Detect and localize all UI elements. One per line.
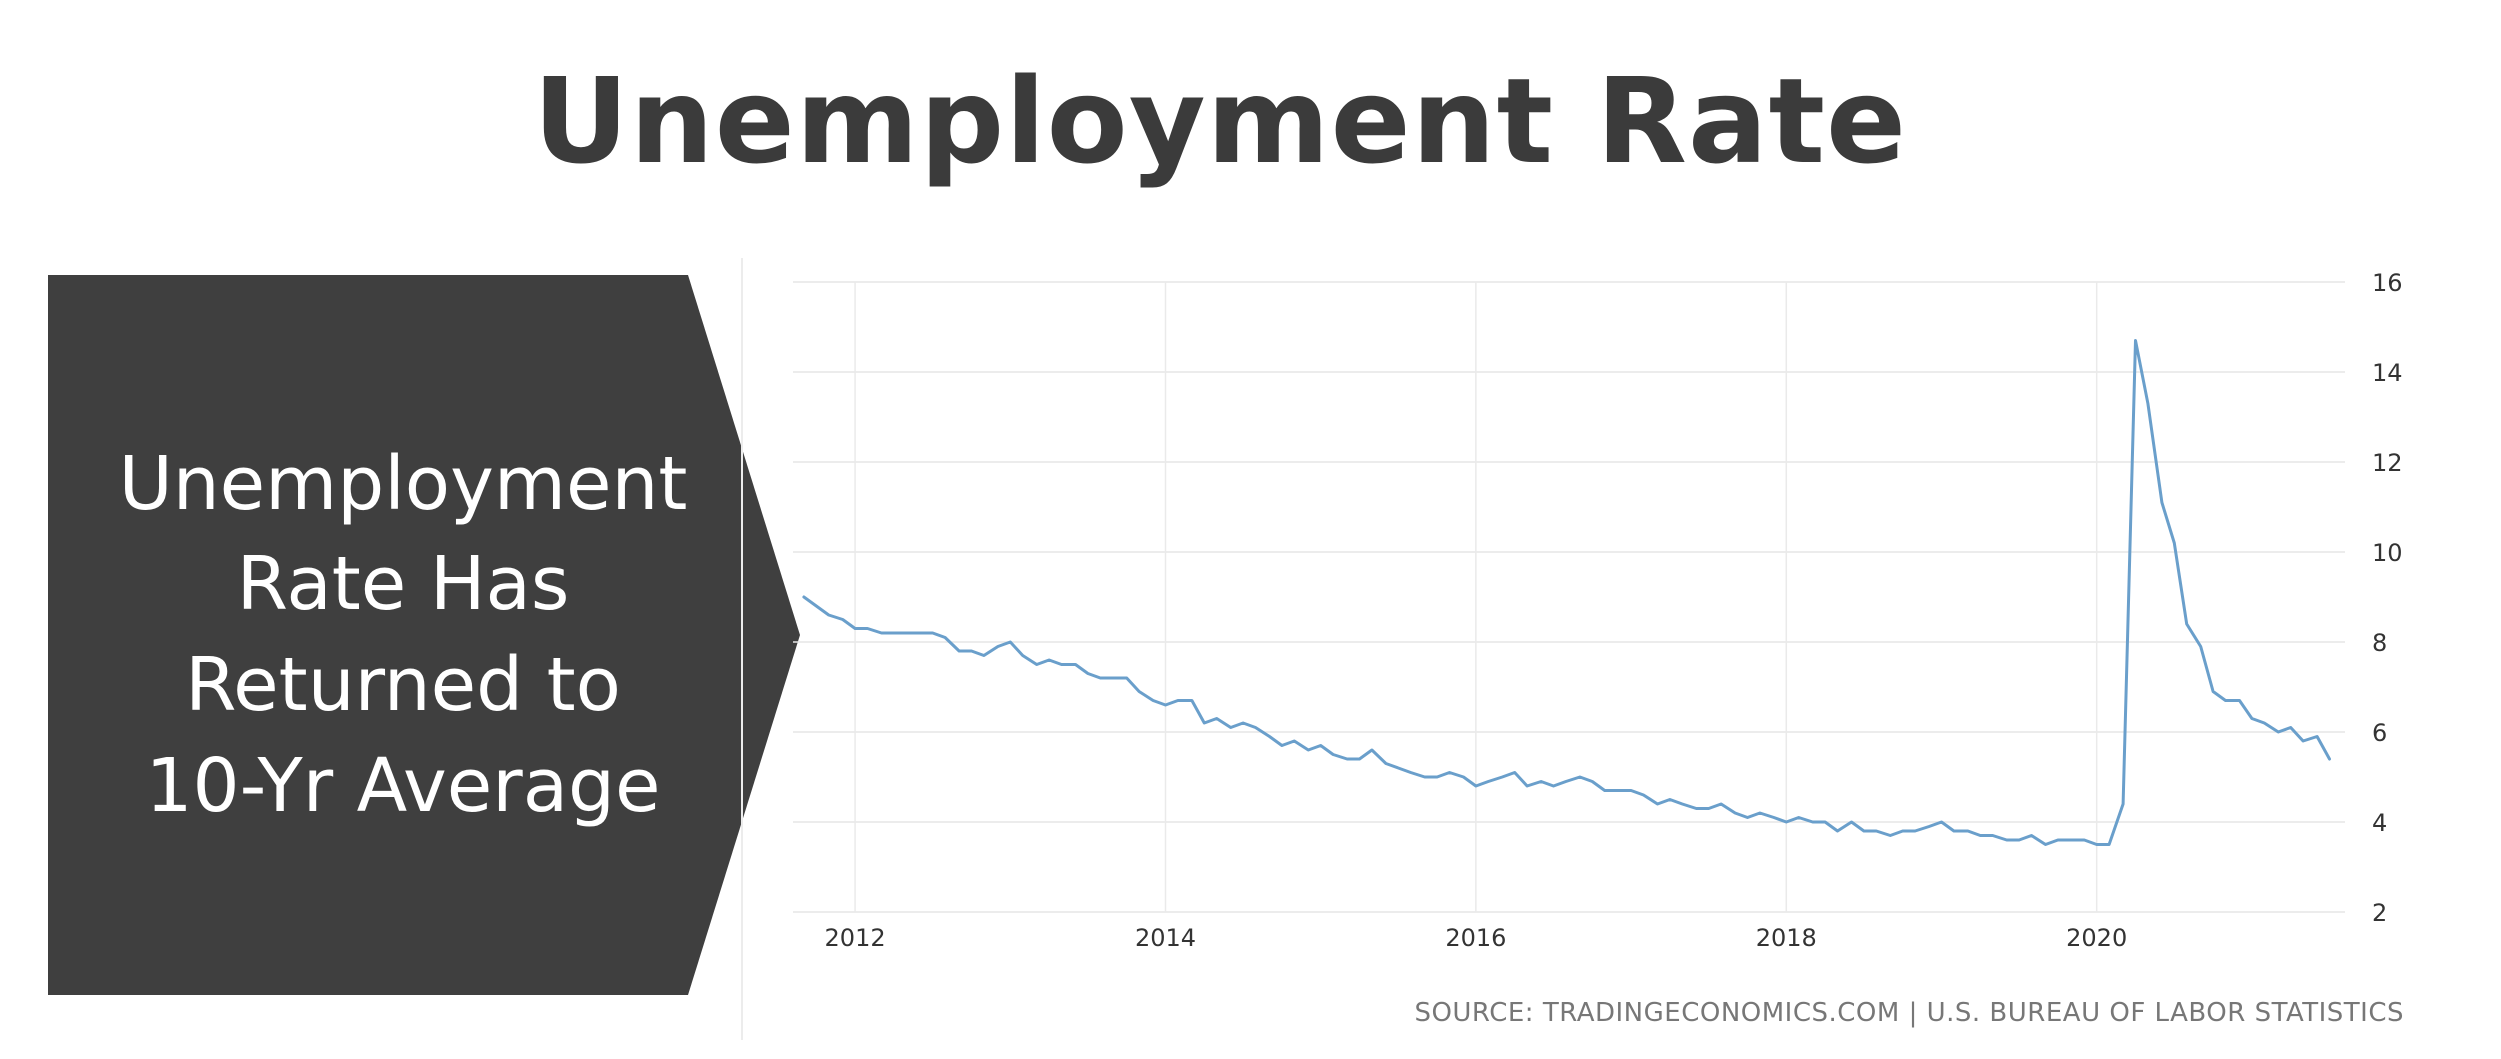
x-tick-label: 2018 — [1756, 924, 1817, 952]
x-tick-label: 2014 — [1135, 924, 1196, 952]
y-tick-label: 12 — [2372, 449, 2403, 477]
page-title: Unemployment Rate — [532, 52, 1908, 190]
callout-box: Unemployment Rate Has Returned to 10-Yr … — [48, 275, 808, 995]
y-tick-label: 10 — [2372, 539, 2403, 567]
y-tick-label: 14 — [2372, 359, 2403, 387]
y-tick-label: 6 — [2372, 719, 2387, 747]
x-tick-label: 2012 — [825, 924, 886, 952]
chart-grid — [741, 258, 2345, 1040]
y-tick-label: 4 — [2372, 809, 2387, 837]
y-tick-label: 8 — [2372, 629, 2387, 657]
series-line-unemployment — [802, 339, 2331, 846]
callout-arrow-shape — [48, 275, 800, 995]
y-axis-ticks: 2 4 6 8 10 12 14 16 — [2372, 269, 2403, 927]
source-note: SOURCE: TRADINGECONOMICS.COM | U.S. BURE… — [1414, 998, 2404, 1028]
x-tick-label: 2016 — [1445, 924, 1506, 952]
y-tick-label: 2 — [2372, 899, 2387, 927]
y-tick-label: 16 — [2372, 269, 2403, 297]
x-axis-ticks: 2012 2014 2016 2018 2020 — [825, 924, 2128, 952]
x-tick-label: 2020 — [2066, 924, 2127, 952]
callout-text: Unemployment Rate Has Returned to 10-Yr … — [118, 440, 688, 829]
